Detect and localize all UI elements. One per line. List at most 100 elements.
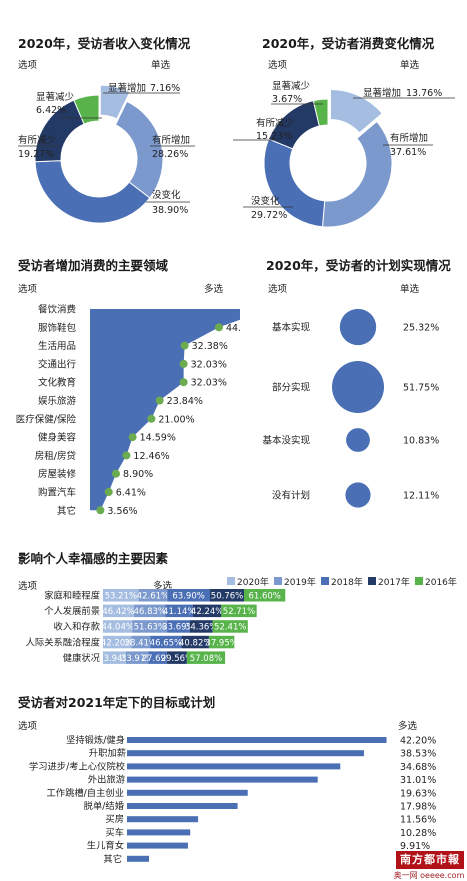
areas-category-label: 文化教育 bbox=[38, 377, 76, 389]
goals-category-label: 工作跳槽/自主创业 bbox=[46, 787, 124, 799]
happiness-segment bbox=[132, 620, 168, 633]
donut-slice bbox=[330, 89, 383, 134]
happiness-segment-label: 42.24% bbox=[191, 607, 223, 617]
happiness-segment bbox=[167, 589, 211, 602]
areas-value-label: 3.56% bbox=[107, 506, 137, 517]
happiness-segment-label: 42.61% bbox=[137, 592, 169, 602]
happiness-segment bbox=[103, 604, 135, 618]
consumption-slice-label-some-increase: 有所增加 bbox=[390, 133, 429, 144]
goals-bar bbox=[127, 816, 199, 823]
goals-bar bbox=[127, 855, 149, 862]
areas-category-label: 娱乐旅游 bbox=[38, 395, 77, 407]
consumption-chart-choice-label: 单选 bbox=[400, 60, 420, 71]
happiness-segment bbox=[103, 635, 132, 649]
areas-wedge-shape bbox=[90, 309, 240, 511]
donut-slice bbox=[99, 84, 131, 120]
consumption-chart-option-label: 选项 bbox=[268, 60, 288, 71]
happiness-segment-label: 44.04% bbox=[102, 623, 134, 633]
happiness-category-label: 个人发展前景 bbox=[44, 605, 100, 617]
income-slice-value-some-decrease: 19.27% bbox=[18, 149, 55, 160]
areas-point bbox=[104, 488, 113, 496]
happiness-segment bbox=[210, 589, 245, 602]
goals-category-label: 学习进步/考上心仪院校 bbox=[29, 760, 125, 772]
areas-value-label: 6.41% bbox=[116, 488, 146, 499]
goals-category-label: 外出旅游 bbox=[88, 774, 125, 786]
happiness-legend-label: 2018年 bbox=[331, 576, 363, 588]
areas-point bbox=[96, 506, 105, 515]
happiness-legend-swatch bbox=[227, 577, 235, 585]
areas-value-label: 23.84% bbox=[167, 396, 203, 407]
income-slice-value-sig-decrease: 6.42% bbox=[36, 105, 67, 116]
income-slice-label-some-decrease: 有所减少 bbox=[18, 135, 57, 146]
happiness-legend-label: 2020年 bbox=[237, 576, 269, 588]
plan-category-label: 基本没实现 bbox=[262, 435, 310, 447]
plan-bubble-chart: 基本实现 25.32% 部分实现 51.75% 基本没实现 10.83% 没有计划 12.11… bbox=[262, 308, 439, 508]
plan-value-label: 12.11% bbox=[403, 491, 439, 502]
areas-point bbox=[122, 451, 131, 460]
happiness-segment bbox=[193, 604, 222, 618]
goals-bar bbox=[127, 789, 248, 796]
goals-category-label: 其它 bbox=[103, 853, 122, 865]
goals-bar-chart: 坚持锻炼/健身 42.20% 升职加薪 38.53% 学习进步/考上心仪院校 34.68%… bbox=[29, 734, 436, 865]
happiness-segment-label: 46.42% bbox=[102, 607, 134, 617]
consumption-slice-value-sig-increase: 13.76% bbox=[406, 88, 443, 99]
areas-category-label: 餐饮消费 bbox=[38, 304, 76, 316]
income-slice-label-some-increase: 有所增加 bbox=[152, 135, 191, 146]
happiness-segment bbox=[138, 589, 168, 602]
happiness-legend-swatch bbox=[415, 577, 423, 585]
goals-category-label: 脱单/结婚 bbox=[84, 800, 124, 812]
happiness-segment-label: 29.56% bbox=[161, 654, 193, 664]
plan-bubble bbox=[332, 361, 384, 413]
consumption-slice-value-some-decrease: 15.23% bbox=[256, 131, 293, 142]
goals-category-label: 买房 bbox=[105, 813, 124, 825]
goals-value-label: 9.91% bbox=[400, 841, 430, 852]
goals-bar bbox=[127, 829, 191, 836]
donut-slice bbox=[312, 98, 329, 127]
happiness-segment-label: 63.90% bbox=[172, 592, 204, 602]
happiness-chart-choice-label: 多选 bbox=[153, 581, 173, 592]
income-donut-chart bbox=[18, 84, 195, 224]
plan-category-label: 没有计划 bbox=[272, 490, 310, 502]
happiness-segment-label: 52.71% bbox=[223, 607, 255, 617]
goals-value-label: 34.68% bbox=[400, 762, 436, 773]
goals-value-label: 31.01% bbox=[400, 775, 436, 786]
areas-value-label: 12.46% bbox=[133, 451, 169, 462]
income-chart-choice-label: 单选 bbox=[151, 60, 171, 71]
goals-bar bbox=[127, 842, 188, 849]
happiness-segment bbox=[103, 589, 139, 602]
areas-value-label: 44.13% bbox=[226, 323, 240, 334]
consumption-slice-value-some-increase: 37.61% bbox=[390, 147, 427, 158]
donut-slice bbox=[73, 94, 100, 125]
happiness-legend-label: 2019年 bbox=[284, 576, 316, 588]
consumption-slice-label-some-decrease: 有所减少 bbox=[256, 118, 295, 129]
areas-point bbox=[179, 378, 188, 387]
happiness-legend-swatch bbox=[321, 577, 329, 585]
happiness-segment-label: 33.69% bbox=[162, 623, 194, 633]
income-chart-option-label: 选项 bbox=[18, 60, 38, 71]
happiness-segment bbox=[134, 604, 166, 618]
happiness-segment-label: 52.41% bbox=[214, 623, 246, 633]
goals-bar bbox=[127, 803, 238, 809]
areas-point bbox=[214, 323, 223, 332]
happiness-segment-label: 53.21% bbox=[105, 592, 137, 602]
happiness-segment bbox=[221, 604, 257, 618]
happiness-segment bbox=[181, 635, 209, 649]
plan-category-label: 基本实现 bbox=[272, 322, 311, 334]
happiness-chart-option-label: 选项 bbox=[18, 581, 38, 592]
goals-category-label: 坚持锻炼/健身 bbox=[66, 734, 125, 746]
goals-category-label: 生儿育女 bbox=[87, 840, 124, 852]
goals-category-label: 升职加薪 bbox=[89, 747, 126, 759]
areas-value-label: 14.59% bbox=[140, 433, 176, 444]
areas-value-label: 32.03% bbox=[191, 359, 227, 370]
areas-category-label: 房屋装修 bbox=[38, 468, 77, 480]
happiness-segment-label: 33.97% bbox=[121, 654, 153, 664]
areas-point bbox=[112, 469, 121, 478]
goals-category-label: 买车 bbox=[105, 826, 124, 838]
areas-wedge-chart: 61.57%餐饮消费44.13%服饰鞋包32.38%生活用品32.03%交通出行… bbox=[16, 304, 240, 517]
plan-value-label: 51.75% bbox=[403, 383, 439, 394]
areas-category-label: 健身美容 bbox=[38, 432, 77, 444]
income-slice-value-sig-increase: 7.16% bbox=[150, 83, 181, 94]
consumption-slice-value-no-change: 29.72% bbox=[251, 210, 288, 221]
donut-slice bbox=[321, 120, 393, 228]
happiness-segment-label: 42.20% bbox=[101, 638, 133, 648]
